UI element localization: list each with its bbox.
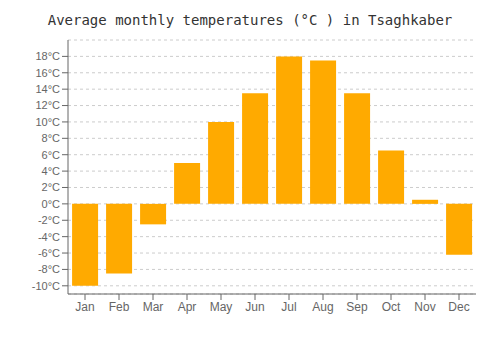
- svg-text:Jun: Jun: [245, 300, 264, 314]
- svg-text:16°C: 16°C: [35, 67, 60, 79]
- svg-text:12°C: 12°C: [35, 99, 60, 111]
- svg-text:-2°C: -2°C: [38, 214, 60, 226]
- svg-text:Jul: Jul: [281, 300, 296, 314]
- svg-text:Mar: Mar: [143, 300, 164, 314]
- svg-text:4°C: 4°C: [42, 165, 61, 177]
- svg-text:May: May: [210, 300, 233, 314]
- svg-text:Dec: Dec: [448, 300, 469, 314]
- svg-text:-4°C: -4°C: [38, 231, 60, 243]
- svg-text:10°C: 10°C: [35, 116, 60, 128]
- svg-text:Apr: Apr: [178, 300, 197, 314]
- svg-text:Oct: Oct: [382, 300, 401, 314]
- svg-text:2°C: 2°C: [42, 181, 61, 193]
- svg-text:Aug: Aug: [312, 300, 333, 314]
- svg-text:Feb: Feb: [109, 300, 130, 314]
- svg-text:6°C: 6°C: [42, 149, 61, 161]
- svg-text:Nov: Nov: [414, 300, 435, 314]
- svg-text:-10°C: -10°C: [32, 280, 60, 292]
- html-text:Average monthly temperatures (: Average monthly temperatures (°C ) in Ts…: [47, 12, 453, 28]
- svg-text:8°C: 8°C: [42, 132, 61, 144]
- svg-text:0°C: 0°C: [42, 198, 61, 210]
- svg-text:14°C: 14°C: [35, 83, 60, 95]
- svg-text:-6°C: -6°C: [38, 247, 60, 259]
- svg-text:18°C: 18°C: [35, 50, 60, 62]
- svg-text:Jan: Jan: [75, 300, 94, 314]
- svg-text:Sep: Sep: [346, 300, 368, 314]
- svg-text:-8°C: -8°C: [38, 263, 60, 275]
